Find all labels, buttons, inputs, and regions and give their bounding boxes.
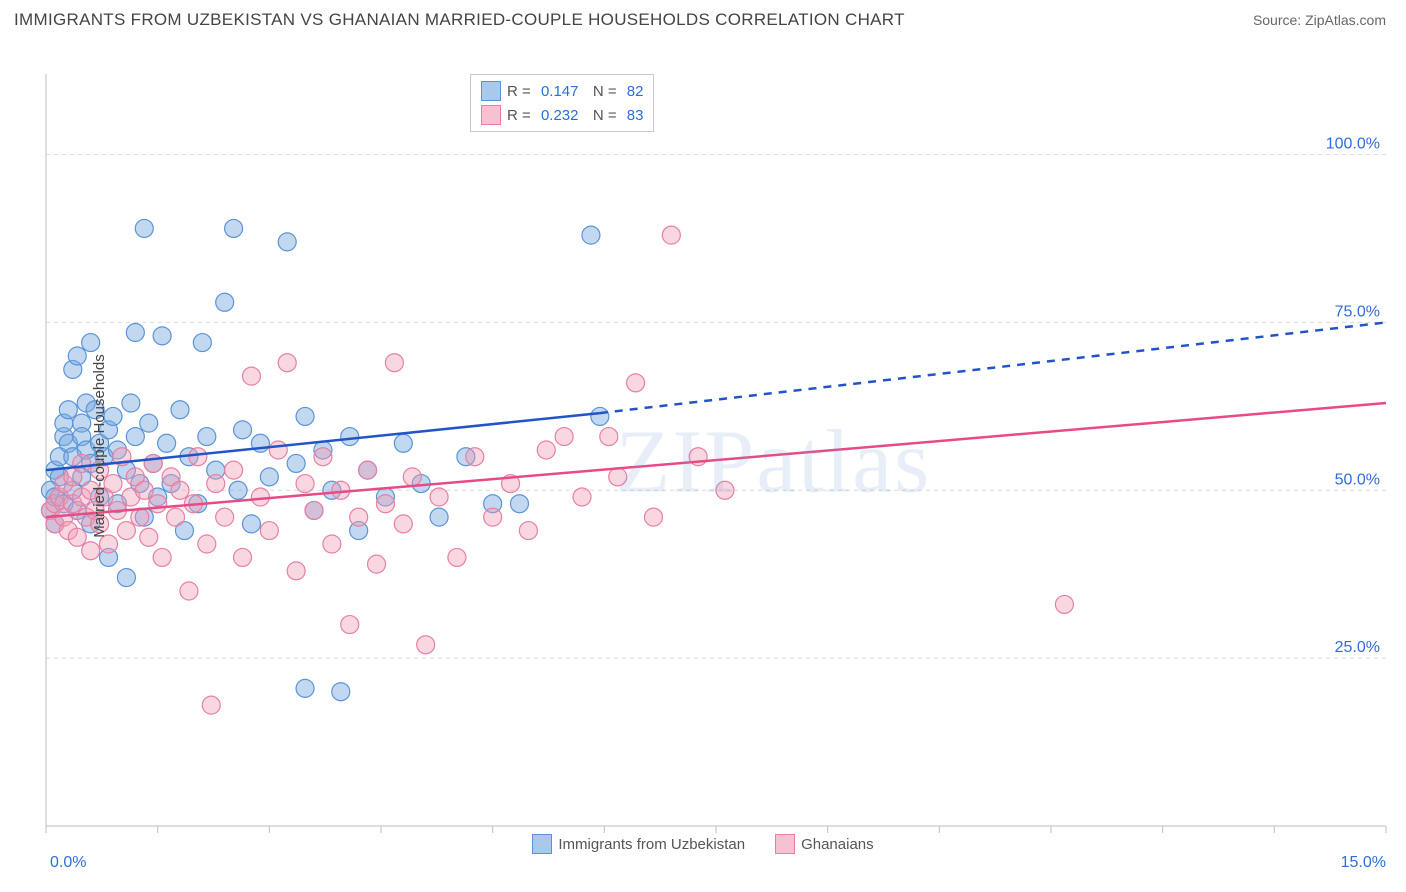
stat-label: R = (507, 107, 535, 124)
x-min-label: 0.0% (50, 854, 86, 872)
y-axis-label: Married-couple Households (91, 354, 108, 537)
swatch-icon (481, 105, 501, 125)
bottom-legend: Immigrants from Uzbekistan Ghanaians (0, 834, 1406, 854)
r-value: 0.147 (541, 83, 579, 100)
x-max-label: 15.0% (1341, 854, 1386, 872)
legend-label: Immigrants from Uzbekistan (558, 836, 745, 853)
n-value: 82 (627, 83, 644, 100)
n-value: 83 (627, 107, 644, 124)
swatch-icon (775, 834, 795, 854)
stats-row-2: R = 0.232 N = 83 (481, 103, 643, 127)
stats-legend-box: R = 0.147 N = 82 R = 0.232 N = 83 (470, 74, 654, 132)
svg-text:75.0%: 75.0% (1335, 303, 1380, 320)
svg-text:100.0%: 100.0% (1326, 136, 1380, 153)
stat-label: N = (584, 107, 620, 124)
legend-label: Ghanaians (801, 836, 874, 853)
swatch-icon (481, 81, 501, 101)
chart-area: Married-couple Households 25.0% 50.0% 75.0… (0, 36, 1406, 856)
svg-text:25.0%: 25.0% (1335, 639, 1380, 656)
scatter-chart-svg: 25.0% 50.0% 75.0% 100.0% (0, 36, 1406, 856)
source-label: Source: ZipAtlas.com (1253, 12, 1386, 28)
r-value: 0.232 (541, 107, 579, 124)
svg-text:50.0%: 50.0% (1335, 471, 1380, 488)
legend-item: Ghanaians (775, 834, 874, 854)
stat-label: N = (584, 83, 620, 100)
stats-row-1: R = 0.147 N = 82 (481, 79, 643, 103)
chart-title: IMMIGRANTS FROM UZBEKISTAN VS GHANAIAN M… (14, 10, 905, 30)
stat-label: R = (507, 83, 535, 100)
swatch-icon (532, 834, 552, 854)
legend-item: Immigrants from Uzbekistan (532, 834, 745, 854)
